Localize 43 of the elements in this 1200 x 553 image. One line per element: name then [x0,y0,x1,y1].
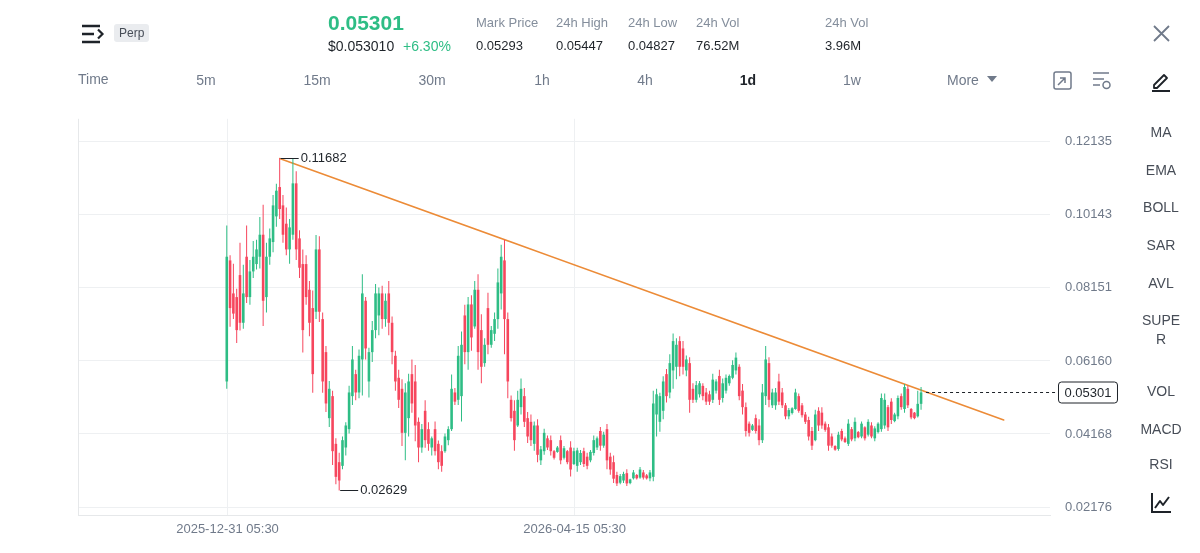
text: 76.52M [696,38,740,54]
text: SAR [1145,237,1177,254]
text: +6.30% [403,38,451,55]
annotation: 0.02629 [360,482,408,498]
text: 5m [195,72,217,89]
y-tick-label: 0.12135 [1065,133,1112,149]
text: Time [78,71,109,88]
text: 1w [842,72,862,89]
x-tick-label: 2025-12-31 05:30 [176,521,279,537]
text: VOL [1146,383,1176,400]
text: 1h [533,72,551,89]
text: MA [1149,124,1173,141]
text: Mark Price [476,15,539,31]
y-tick-label: 0.06160 [1065,352,1112,368]
y-tick-label: 0.02176 [1065,498,1112,514]
annotation: 0.11682 [300,150,347,166]
text: More [947,72,979,89]
ref-line-label: 0.05301 [1064,384,1112,400]
text: 1d [738,72,758,89]
text: EMA [1144,162,1178,179]
x-tick-label: 2026-04-15 05:30 [523,521,626,537]
text: $0.053010 [328,38,395,55]
text: 30m [417,72,447,89]
text: BOLL [1142,199,1180,216]
text: 0.04827 [628,38,675,54]
text: SUPER [1140,311,1182,349]
text: 0.05293 [476,38,523,54]
text: 15m [302,72,332,89]
text: 0.05301 [328,10,404,36]
text: MACD [1139,421,1183,438]
y-tick-label: 0.10143 [1065,206,1112,222]
text: AVL [1147,275,1175,292]
text: 24h Vol [696,15,740,31]
y-tick-label: 0.08151 [1065,279,1112,295]
y-tick-label: 0.04168 [1065,425,1112,441]
text: RSI [1148,456,1174,473]
text: 3.96M [825,38,862,54]
text: 24h Vol [825,15,869,31]
text: Perp [114,24,150,43]
text: 24h High [556,15,609,31]
text: 24h Low [628,15,678,31]
text: 4h [636,72,654,89]
text: 0.05447 [556,38,603,54]
